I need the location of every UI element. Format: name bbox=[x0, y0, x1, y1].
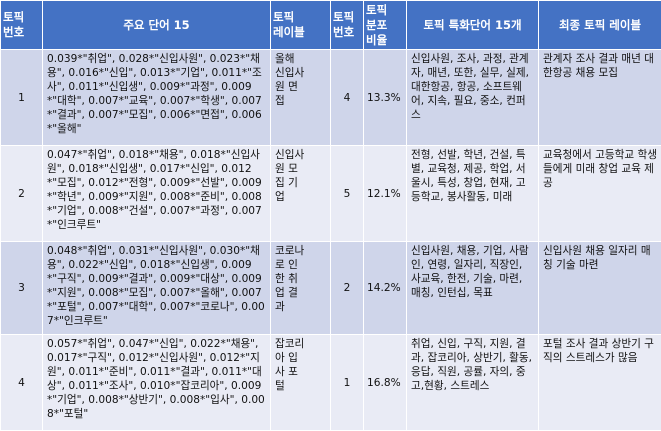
final-label-cell: 교육청에서 고등학교 학생들에게 미래 창업 교육 제공 bbox=[539, 146, 661, 242]
topic-number: 4 bbox=[1, 335, 43, 431]
topic-number-2: 1 bbox=[331, 335, 364, 431]
topic-number: 3 bbox=[1, 242, 43, 335]
specific-words-cell: 신입사원, 채용, 기업, 사람인, 연령, 일자리, 직장인, 사교육, 한전… bbox=[407, 242, 539, 335]
header-topic-no-2: 토픽 번호 bbox=[331, 1, 364, 50]
topic-label-cell: 잡코리 아 입 사 포 털 bbox=[271, 335, 331, 431]
final-label-cell: 포털 조사 결과 상반기 구직의 스트레스가 많음 bbox=[539, 335, 661, 431]
top-words-cell: 0.039*"취업", 0.028*"신입사원", 0.023*"채용", 0.… bbox=[43, 50, 271, 146]
specific-words-cell: 취업, 신입, 구직, 지원, 결과, 잡코리아, 상반기, 활동, 응답, 직… bbox=[407, 335, 539, 431]
header-specific-words: 토픽 특화단어 15개 bbox=[407, 1, 539, 50]
table-row: 3 0.048*"취업", 0.031*"신입사원", 0.030*"채용", … bbox=[1, 242, 661, 335]
header-ratio: 토픽 분포 비율 bbox=[364, 1, 407, 50]
top-words-cell: 0.047*"취업", 0.018*"채용", 0.018*"신입사원", 0.… bbox=[43, 146, 271, 242]
header-topic-label: 토픽 레이블 bbox=[271, 1, 331, 50]
header-topic-no: 토픽 번호 bbox=[1, 1, 43, 50]
top-words-cell: 0.048*"취업", 0.031*"신입사원", 0.030*"채용", 0.… bbox=[43, 242, 271, 335]
header-row: 토픽 번호 주요 단어 15 토픽 레이블 토픽 번호 토픽 분포 비율 토픽 … bbox=[1, 1, 661, 50]
top-words-cell: 0.057*"취업", 0.047*"신입", 0.022*"채용", 0.01… bbox=[43, 335, 271, 431]
ratio-cell: 13.3% bbox=[364, 50, 407, 146]
topic-label-cell: 올해 신입사 원 면 접 bbox=[271, 50, 331, 146]
topic-label-cell: 신입사 원 모 집 기 업 bbox=[271, 146, 331, 242]
header-final-label: 최종 토픽 레이블 bbox=[539, 1, 661, 50]
topic-number-2: 5 bbox=[331, 146, 364, 242]
table-row: 1 0.039*"취업", 0.028*"신입사원", 0.023*"채용", … bbox=[1, 50, 661, 146]
final-label-cell: 관계자 조사 결과 매년 대한항공 채용 모집 bbox=[539, 50, 661, 146]
topic-number: 1 bbox=[1, 50, 43, 146]
ratio-cell: 12.1% bbox=[364, 146, 407, 242]
table-row: 4 0.057*"취업", 0.047*"신입", 0.022*"채용", 0.… bbox=[1, 335, 661, 431]
topic-label-cell: 코로나 로 인 한 취 업 결 과 bbox=[271, 242, 331, 335]
specific-words-cell: 신입사원, 조사, 과정, 관계자, 매년, 또한, 실무, 실제, 대한항공,… bbox=[407, 50, 539, 146]
ratio-cell: 16.8% bbox=[364, 335, 407, 431]
header-top-words: 주요 단어 15 bbox=[43, 1, 271, 50]
ratio-cell: 14.2% bbox=[364, 242, 407, 335]
final-label-cell: 신입사원 채용 일자리 매칭 기술 마련 bbox=[539, 242, 661, 335]
topic-number: 2 bbox=[1, 146, 43, 242]
topic-number-2: 4 bbox=[331, 50, 364, 146]
specific-words-cell: 전형, 선발, 학년, 건설, 특별, 교육청, 제공, 학업, 서울시, 특성… bbox=[407, 146, 539, 242]
table-row: 2 0.047*"취업", 0.018*"채용", 0.018*"신입사원", … bbox=[1, 146, 661, 242]
topic-number-2: 2 bbox=[331, 242, 364, 335]
